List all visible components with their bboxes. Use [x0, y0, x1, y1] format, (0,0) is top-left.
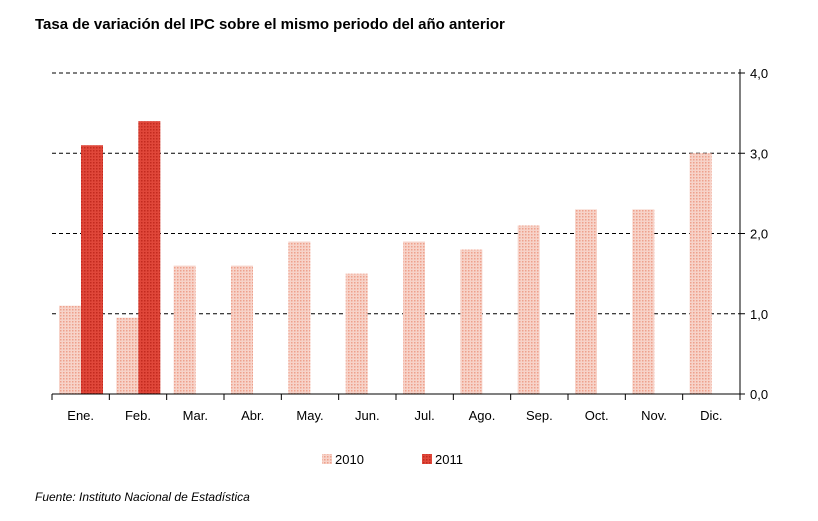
legend-swatch-2011: [422, 454, 432, 464]
x-tick-label: Dic.: [700, 408, 722, 423]
y-tick-label: 0,0: [750, 387, 768, 402]
bars: [59, 121, 712, 395]
x-tick-label: Abr.: [241, 408, 264, 423]
axes: 0,0 1,0 2,0 3,0 4,0 Ene. Feb. Mar. Abr. May. Jun. J…: [51, 66, 768, 423]
x-tick-label: Oct.: [585, 408, 609, 423]
x-tick-label: Jun.: [355, 408, 380, 423]
bar-2010-10: [632, 209, 655, 394]
y-tick-label: 2,0: [750, 227, 768, 242]
bar-2010-2: [173, 265, 196, 394]
x-tick-label: Mar.: [183, 408, 208, 423]
y-tick-label: 4,0: [750, 66, 768, 81]
bar-2010-0: [59, 305, 81, 394]
bar-2010-6: [403, 241, 425, 394]
bar-2010-3: [231, 265, 253, 394]
bar-2010-4: [288, 241, 311, 394]
x-tick-label: Ene.: [67, 408, 94, 423]
legend-swatch-2010: [322, 454, 332, 464]
bar-2010-9: [575, 209, 597, 394]
bar-2010-8: [517, 225, 540, 394]
bar-2010-1: [116, 317, 139, 394]
chart-title: Tasa de variación del IPC sobre el mismo…: [35, 16, 505, 33]
x-tick-label: Sep.: [526, 408, 553, 423]
legend: 2010 2011: [322, 452, 463, 467]
gridlines: [52, 72, 740, 315]
legend-label-2010: 2010: [335, 452, 364, 467]
x-tick-label: Nov.: [641, 408, 667, 423]
bar-2010-5: [345, 273, 368, 394]
y-tick-label: 1,0: [750, 307, 768, 322]
bar-2011-0: [81, 145, 103, 394]
x-tick-label: Feb.: [125, 408, 151, 423]
bar-2010-7: [460, 249, 483, 394]
bar-2010-11: [689, 153, 712, 394]
bar-2011-1: [138, 121, 161, 395]
x-tick-label: Jul.: [415, 408, 435, 423]
x-tick-label: May.: [296, 408, 323, 423]
source-note: Fuente: Instituto Nacional de Estadístic…: [35, 490, 250, 504]
x-tick-label: Ago.: [469, 408, 496, 423]
legend-label-2011: 2011: [435, 452, 463, 467]
y-tick-label: 3,0: [750, 146, 768, 161]
